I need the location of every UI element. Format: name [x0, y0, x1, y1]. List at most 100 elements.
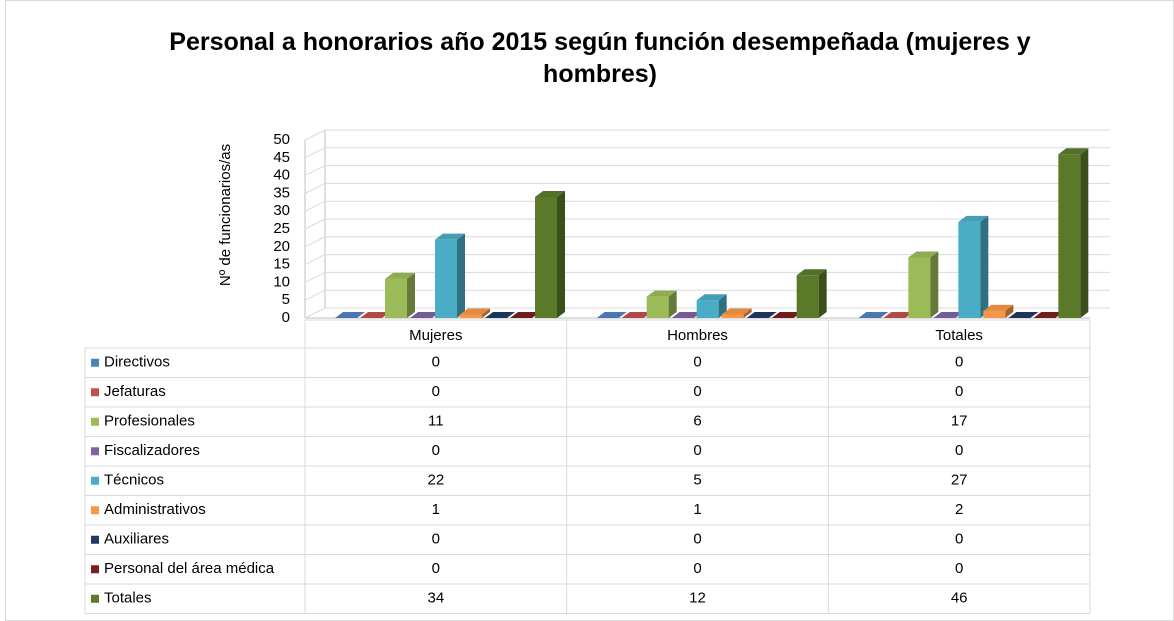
bar-top	[746, 312, 777, 318]
y-tick-label: 35	[273, 184, 290, 201]
grid-line	[304, 165, 1110, 177]
bar	[746, 312, 777, 318]
bar	[460, 308, 490, 318]
bar-side	[668, 290, 677, 318]
bar	[410, 312, 440, 318]
bar	[908, 251, 939, 318]
bar-front	[385, 278, 407, 318]
bar-top	[908, 251, 939, 258]
bar-front	[721, 314, 744, 318]
table-value: 12	[689, 590, 706, 607]
bar-top	[360, 312, 390, 318]
y-tick-label: 0	[282, 309, 290, 326]
y-tick-label: 15	[273, 256, 290, 273]
bar	[646, 290, 677, 318]
bar-front	[696, 300, 719, 318]
grid-line	[304, 218, 1110, 230]
table-value: 46	[951, 590, 968, 607]
y-tick-label: 30	[273, 202, 290, 219]
bar-top	[696, 294, 727, 301]
bar-front	[983, 310, 1006, 318]
table-value: 0	[955, 531, 963, 548]
y-tick-label: 50	[273, 131, 290, 148]
y-tick-label: 25	[273, 220, 290, 237]
grid-line	[304, 289, 1110, 301]
legend-swatch	[91, 417, 99, 426]
y-axis-label: Nº de funcionarios/as	[217, 144, 234, 286]
legend-swatch	[91, 535, 99, 544]
grid-line	[304, 236, 1110, 248]
legend-swatch	[91, 476, 99, 485]
grid-line	[304, 307, 1110, 319]
bar-side	[557, 190, 565, 318]
bar-top	[933, 312, 964, 318]
grid-line	[304, 271, 1110, 283]
bar-top	[771, 312, 802, 318]
x-tick-label: Hombres	[667, 327, 728, 344]
legend-label: Fiscalizadores	[104, 442, 200, 459]
bar	[983, 304, 1014, 318]
table-value: 0	[693, 383, 701, 400]
bar	[335, 312, 365, 318]
table-value: 0	[955, 383, 963, 400]
x-tick-label: Mujeres	[409, 327, 462, 344]
bar-top	[435, 233, 465, 240]
bar	[435, 233, 465, 318]
legend-label: Auxiliares	[104, 531, 169, 548]
bar-front	[535, 196, 557, 318]
bar	[360, 312, 390, 318]
table-value: 0	[432, 531, 440, 548]
y-tick-label: 10	[273, 273, 290, 290]
table-value: 0	[955, 354, 963, 371]
bar	[1033, 312, 1064, 318]
bar	[510, 312, 540, 318]
table-value: 17	[951, 413, 968, 430]
bar-top	[1033, 312, 1064, 318]
legend-swatch	[91, 447, 99, 456]
bar	[958, 215, 989, 318]
table-value: 27	[951, 472, 968, 489]
bar	[796, 269, 827, 318]
bar-side	[1005, 304, 1014, 318]
bar-front	[1058, 154, 1081, 318]
bar-front	[460, 314, 482, 318]
y-tick-label: 5	[282, 291, 290, 308]
bar-front	[435, 239, 457, 318]
legend-swatch	[91, 594, 99, 603]
y-tick-label: 40	[273, 167, 290, 184]
bar-top	[410, 312, 440, 318]
table-value: 5	[693, 472, 701, 489]
legend-label: Directivos	[104, 354, 170, 371]
bar-top	[535, 190, 565, 197]
bar-top	[460, 308, 490, 315]
bar-side	[743, 308, 752, 318]
bar	[596, 312, 627, 318]
bar-top	[671, 312, 702, 318]
chart-title: Personal a honorarios año 2015 según fun…	[169, 28, 1031, 88]
table-value: 0	[693, 560, 701, 577]
bar-top	[958, 215, 989, 222]
bar-top	[983, 304, 1014, 311]
x-tick-label: Totales	[935, 327, 983, 344]
bar-side	[457, 233, 465, 318]
bar	[858, 312, 889, 318]
bar	[621, 312, 652, 318]
bar	[883, 312, 914, 318]
legend-label: Totales	[104, 590, 152, 607]
bar-top	[385, 272, 415, 279]
bar-side	[980, 215, 989, 318]
legend-swatch	[91, 358, 99, 367]
legend-label: Técnicos	[104, 472, 164, 489]
bar-top	[596, 312, 627, 318]
table-value: 0	[955, 442, 963, 459]
table-value: 0	[432, 442, 440, 459]
bar-top	[721, 308, 752, 315]
bar	[535, 190, 565, 318]
bar-side	[407, 272, 415, 318]
grid-line	[304, 182, 1110, 194]
bar-top	[510, 312, 540, 318]
legend-swatch	[91, 506, 99, 515]
bar-top	[796, 269, 827, 276]
